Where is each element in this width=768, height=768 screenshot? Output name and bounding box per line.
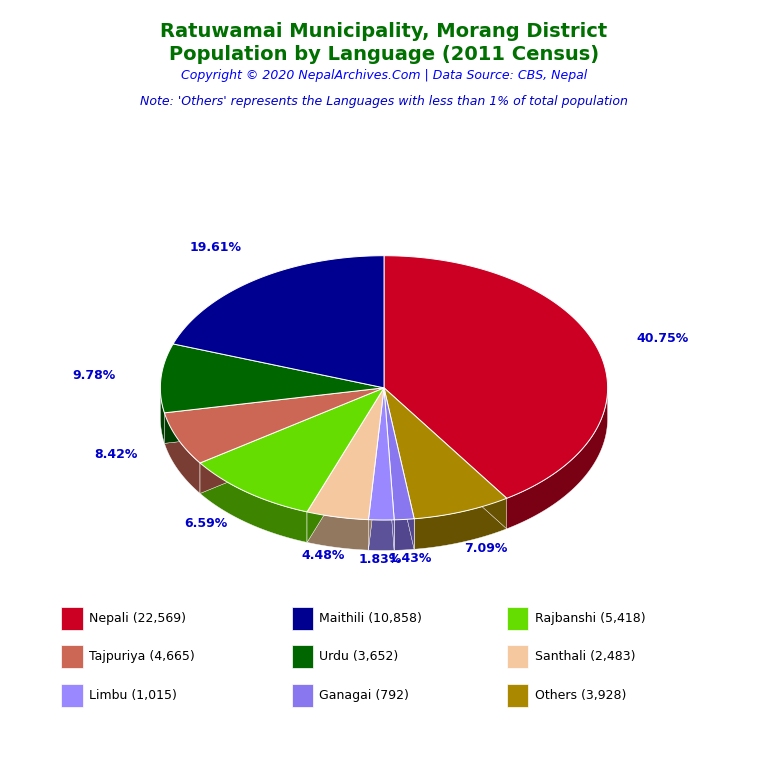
Polygon shape (414, 498, 507, 549)
Text: 1.43%: 1.43% (389, 552, 432, 565)
Text: Ratuwamai Municipality, Morang District: Ratuwamai Municipality, Morang District (161, 22, 607, 41)
Polygon shape (307, 388, 384, 542)
Polygon shape (161, 388, 164, 443)
Text: 40.75%: 40.75% (637, 332, 689, 345)
Polygon shape (384, 388, 394, 551)
Polygon shape (384, 388, 414, 549)
Polygon shape (384, 388, 394, 551)
Text: Tajpuriya (4,665): Tajpuriya (4,665) (89, 650, 195, 663)
Text: 8.42%: 8.42% (94, 448, 137, 461)
Polygon shape (200, 463, 307, 542)
Text: 1.83%: 1.83% (359, 553, 402, 566)
Text: Maithili (10,858): Maithili (10,858) (319, 612, 422, 624)
Polygon shape (307, 388, 384, 542)
Polygon shape (369, 388, 384, 550)
Polygon shape (307, 512, 369, 550)
Polygon shape (164, 413, 200, 494)
Polygon shape (369, 520, 394, 551)
Text: Rajbanshi (5,418): Rajbanshi (5,418) (535, 612, 645, 624)
Text: Urdu (3,652): Urdu (3,652) (319, 650, 399, 663)
Text: Santhali (2,483): Santhali (2,483) (535, 650, 635, 663)
Text: 9.78%: 9.78% (72, 369, 116, 382)
Text: Nepali (22,569): Nepali (22,569) (89, 612, 186, 624)
Polygon shape (164, 388, 384, 463)
Text: Limbu (1,015): Limbu (1,015) (89, 689, 177, 701)
Polygon shape (173, 256, 384, 388)
Polygon shape (200, 388, 384, 512)
Text: Note: 'Others' represents the Languages with less than 1% of total population: Note: 'Others' represents the Languages … (140, 95, 628, 108)
Polygon shape (384, 256, 607, 498)
Polygon shape (161, 344, 384, 413)
Polygon shape (369, 388, 384, 550)
Text: Copyright © 2020 NepalArchives.Com | Data Source: CBS, Nepal: Copyright © 2020 NepalArchives.Com | Dat… (181, 69, 587, 82)
Text: 6.59%: 6.59% (184, 517, 227, 530)
Polygon shape (307, 388, 384, 520)
Polygon shape (384, 388, 414, 549)
Text: 7.09%: 7.09% (464, 542, 508, 555)
Polygon shape (164, 388, 384, 443)
Polygon shape (200, 388, 384, 494)
Polygon shape (200, 388, 384, 494)
Polygon shape (507, 389, 607, 529)
Polygon shape (384, 388, 507, 529)
Text: 4.48%: 4.48% (302, 549, 345, 562)
Polygon shape (369, 388, 394, 520)
Polygon shape (384, 388, 507, 518)
Polygon shape (384, 388, 507, 529)
Polygon shape (164, 388, 384, 443)
Text: 19.61%: 19.61% (190, 241, 242, 254)
Text: Ganagai (792): Ganagai (792) (319, 689, 409, 701)
Text: Others (3,928): Others (3,928) (535, 689, 626, 701)
Polygon shape (394, 518, 414, 551)
Text: Population by Language (2011 Census): Population by Language (2011 Census) (169, 45, 599, 64)
Polygon shape (384, 388, 414, 520)
